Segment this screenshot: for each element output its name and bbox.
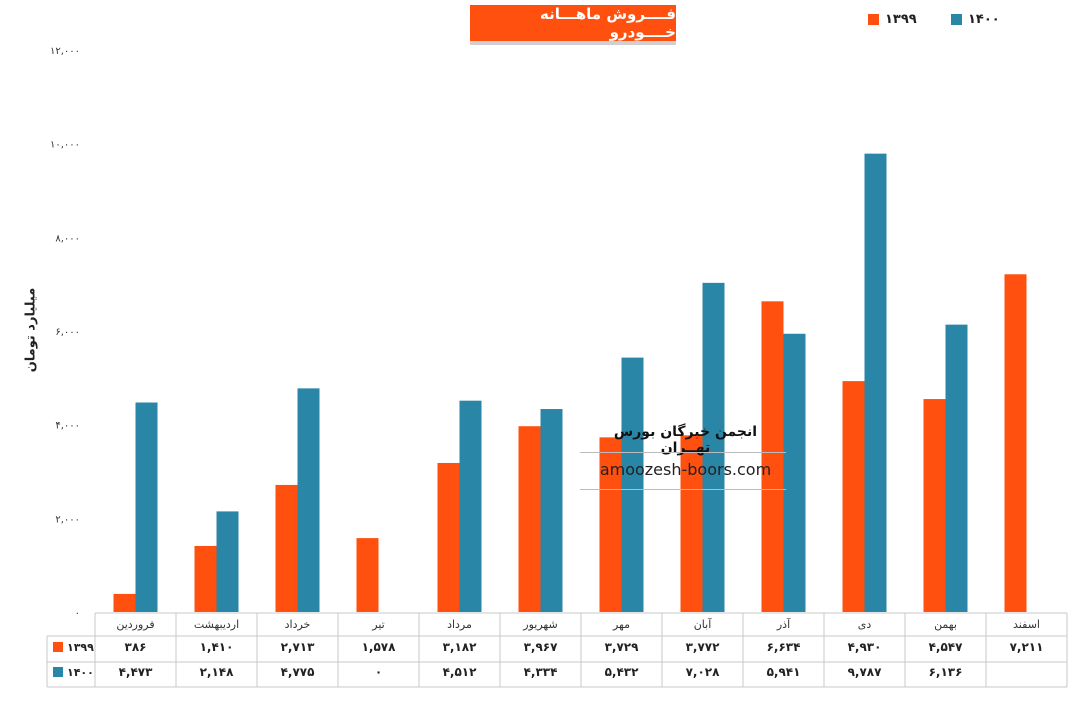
legend-swatch-1399	[868, 14, 879, 25]
bar-1-8	[783, 333, 806, 612]
bar-1-1	[216, 511, 239, 612]
x-tick-label: فروردین	[116, 618, 154, 631]
x-tick-label: اردیبهشت	[194, 618, 239, 631]
data-label-1-2: ۴,۷۷۵	[281, 665, 315, 679]
x-tick-label: آبان	[694, 617, 712, 631]
x-tick-label: اسفند	[1013, 618, 1040, 631]
chart-title: فــــروش ماهـــانه خــــودرو	[470, 5, 676, 41]
bar-0-1	[194, 545, 217, 612]
bar-0-2	[275, 484, 298, 612]
bar-0-8	[761, 301, 784, 612]
data-label-1-8: ۵,۹۴۱	[767, 665, 801, 679]
data-label-0-6: ۳,۷۲۹	[605, 640, 640, 654]
data-label-1-10: ۶,۱۳۶	[929, 665, 963, 679]
bar-1-4	[459, 400, 482, 612]
bar-0-10	[923, 399, 946, 612]
data-label-0-10: ۴,۵۴۷	[929, 640, 964, 654]
data-label-0-0: ۳۸۶	[125, 640, 147, 654]
x-tick-label: مرداد	[447, 618, 472, 631]
x-tick-label: مهر	[612, 618, 630, 631]
data-label-0-8: ۶,۶۳۴	[767, 640, 801, 654]
bar-1-6	[621, 357, 644, 612]
bar-0-11	[1004, 274, 1027, 612]
data-label-1-7: ۷,۰۲۸	[686, 665, 721, 679]
data-label-0-5: ۳,۹۶۷	[524, 640, 559, 654]
data-label-0-7: ۳,۷۷۲	[686, 640, 721, 654]
data-label-1-6: ۵,۴۳۲	[605, 665, 640, 679]
data-label-0-1: ۱,۴۱۰	[200, 640, 234, 654]
y-tick-label: ۸,۰۰۰	[55, 233, 80, 244]
data-label-1-5: ۴,۳۳۴	[524, 665, 558, 679]
x-tick-label: بهمن	[934, 618, 957, 631]
y-tick-label: ۰	[75, 608, 80, 619]
bar-1-9	[864, 153, 887, 613]
bar-1-7	[702, 282, 725, 612]
legend-label-1400: ۱۴۰۰	[968, 12, 1000, 27]
table-row-header-0: ۱۳۹۹	[67, 641, 94, 654]
data-label-0-4: ۳,۱۸۲	[443, 640, 478, 654]
y-tick-label: ۱۲,۰۰۰	[50, 46, 80, 57]
watermark-divider-bottom	[580, 489, 786, 490]
data-label-0-3: ۱,۵۷۸	[362, 640, 397, 654]
table-swatch-0	[53, 642, 63, 652]
data-label-1-3: ۰	[375, 665, 382, 679]
bar-1-0	[135, 402, 158, 612]
bar-0-4	[437, 462, 460, 612]
bar-0-0	[113, 593, 136, 612]
y-tick-label: ۶,۰۰۰	[55, 327, 80, 338]
y-tick-label: ۱۰,۰۰۰	[50, 140, 80, 151]
bar-0-7	[680, 435, 703, 612]
bar-0-9	[842, 381, 865, 612]
data-label-1-4: ۴,۵۱۲	[443, 665, 478, 679]
table-swatch-1	[53, 667, 63, 677]
data-label-1-1: ۲,۱۴۸	[200, 665, 235, 679]
data-label-1-0: ۴,۴۷۳	[119, 665, 154, 679]
legend-item-1399: ۱۳۹۹	[868, 12, 917, 27]
bar-0-5	[518, 426, 541, 612]
data-label-1-9: ۹,۷۸۷	[848, 665, 883, 679]
bar-1-2	[297, 388, 320, 612]
legend-item-1400: ۱۴۰۰	[951, 12, 1000, 27]
y-axis-label: میلیارد تومان	[23, 287, 39, 373]
legend-label-1399: ۱۳۹۹	[885, 12, 917, 27]
table-row-header-1: ۱۴۰۰	[67, 666, 94, 679]
x-tick-label: خرداد	[285, 618, 311, 631]
bar-0-6	[599, 437, 622, 612]
data-label-0-9: ۴,۹۳۰	[848, 640, 882, 654]
watermark-site: amoozesh-boors.com	[599, 460, 772, 479]
data-label-0-11: ۷,۲۱۱	[1010, 640, 1044, 654]
x-tick-label: آذر	[776, 617, 791, 631]
bar-1-10	[945, 324, 968, 612]
bar-1-5	[540, 409, 563, 612]
y-tick-label: ۲,۰۰۰	[55, 514, 80, 525]
data-label-0-2: ۲,۷۱۳	[281, 640, 316, 654]
x-tick-label: دی	[858, 618, 872, 631]
bar-0-3	[356, 538, 379, 612]
x-tick-label: تیر	[371, 618, 384, 631]
legend-swatch-1400	[951, 14, 962, 25]
y-tick-label: ۴,۰۰۰	[55, 421, 80, 432]
watermark-divider-top	[580, 452, 786, 453]
x-tick-label: شهریور	[522, 618, 557, 631]
